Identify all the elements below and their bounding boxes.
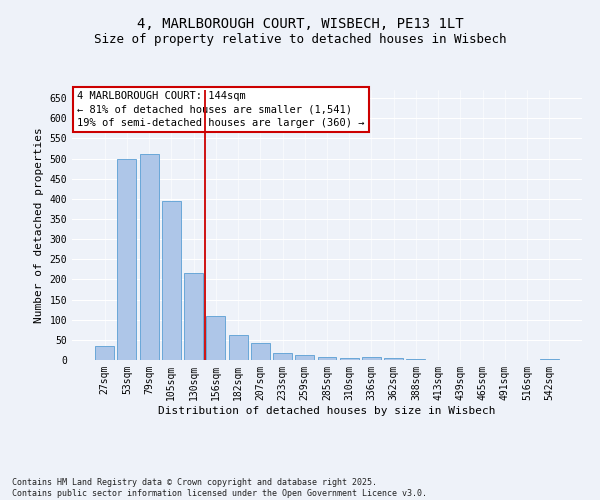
Text: Size of property relative to detached houses in Wisbech: Size of property relative to detached ho… (94, 32, 506, 46)
Text: 4, MARLBOROUGH COURT, WISBECH, PE13 1LT: 4, MARLBOROUGH COURT, WISBECH, PE13 1LT (137, 18, 463, 32)
Bar (140, 154, 158, 360)
Bar (184, 274, 203, 360)
Bar (273, 352, 292, 360)
Bar (295, 355, 314, 360)
Bar (384, 358, 403, 360)
Bar (540, 359, 559, 360)
Bar (251, 343, 270, 360)
Bar (118, 158, 136, 360)
Bar (362, 357, 381, 360)
X-axis label: Distribution of detached houses by size in Wisbech: Distribution of detached houses by size … (158, 406, 496, 415)
Bar (340, 358, 359, 360)
Y-axis label: Number of detached properties: Number of detached properties (34, 127, 44, 323)
Bar (317, 357, 337, 360)
Bar (162, 201, 181, 360)
Bar (229, 335, 248, 360)
Bar (95, 346, 114, 360)
Bar (406, 359, 425, 360)
Text: 4 MARLBOROUGH COURT: 144sqm
← 81% of detached houses are smaller (1,541)
19% of : 4 MARLBOROUGH COURT: 144sqm ← 81% of det… (77, 92, 365, 128)
Bar (206, 316, 225, 360)
Text: Contains HM Land Registry data © Crown copyright and database right 2025.
Contai: Contains HM Land Registry data © Crown c… (12, 478, 427, 498)
